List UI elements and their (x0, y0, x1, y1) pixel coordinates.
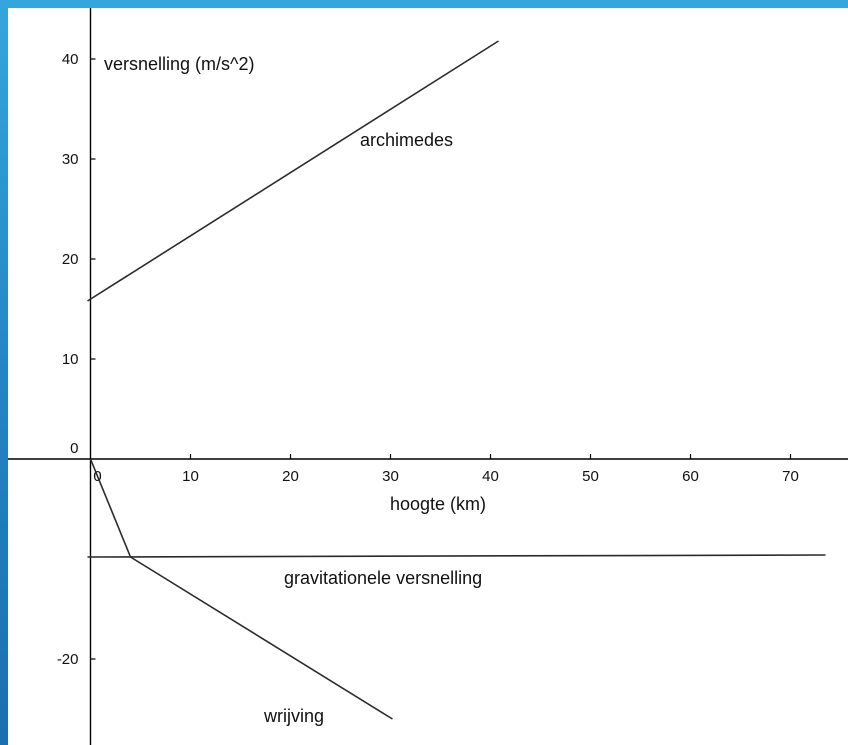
plot-area: 0 10 20 30 40 50 60 70 0 10 20 30 40 -20 versnelling … (8, 8, 848, 745)
y-tick-label: 20 (62, 251, 79, 268)
y-tick-label: 10 (62, 351, 79, 368)
x-tick-label: 70 (782, 468, 799, 485)
y-axis-title: versnelling (m/s^2) (104, 54, 255, 74)
x-tick-label: 50 (582, 468, 599, 485)
series-line-0 (87, 40, 499, 302)
series-label-friction: wrijving (263, 706, 324, 726)
y-tick-label: 0 (70, 440, 78, 457)
x-tick-label: 40 (482, 468, 499, 485)
x-tick-label: 20 (282, 468, 299, 485)
x-tick-label: 60 (682, 468, 699, 485)
series-line-2 (89, 458, 393, 720)
x-tick-label: 30 (382, 468, 399, 485)
y-tick-label: 30 (62, 151, 79, 168)
x-tick-label: 10 (182, 468, 199, 485)
series-label-archimedes: archimedes (360, 130, 453, 150)
series-line-1 (87, 554, 826, 558)
x-axis-title: hoogte (km) (390, 494, 486, 514)
y-tick-label: 40 (62, 51, 79, 68)
series-label-gravitational: gravitationele versnelling (284, 568, 482, 588)
y-tick-label: -20 (57, 651, 79, 668)
series-lines (87, 40, 826, 720)
